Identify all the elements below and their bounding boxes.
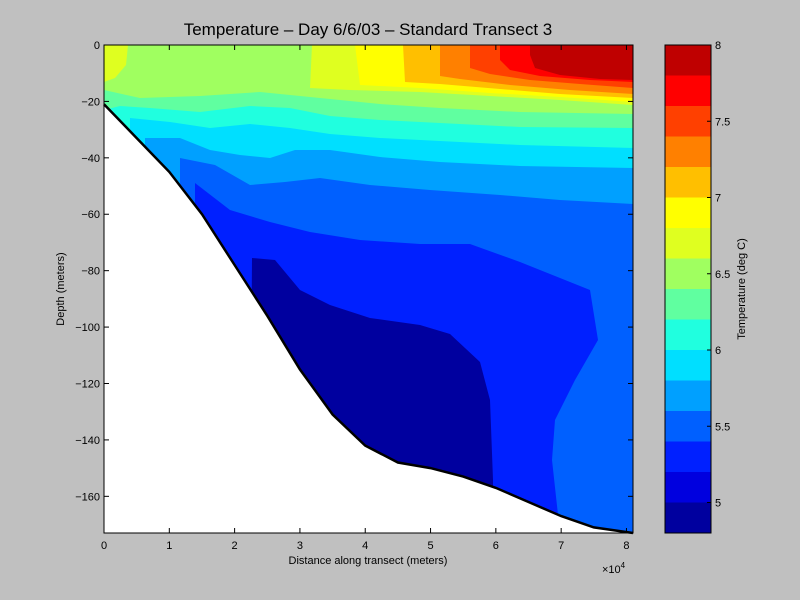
colorbar-block	[665, 380, 711, 411]
colorbar-block	[665, 258, 711, 289]
y-tick-label: −120	[75, 378, 100, 390]
y-tick-label: −20	[81, 96, 100, 108]
y-tick-label: −100	[75, 322, 100, 334]
seafloor-mask-fill	[104, 104, 633, 533]
plot-area: 0 1 2 3 4 5 6 7 8 0 −20 −40 −60 −80 −100 −120 −140 −160	[75, 40, 634, 552]
colorbar-block	[665, 441, 711, 472]
colorbar-tick-label: 7.5	[715, 116, 730, 128]
colorbar-block	[665, 472, 711, 503]
y-tick-label: −40	[81, 153, 100, 165]
colorbar-frame	[664, 44, 712, 534]
y-tick-label: −80	[81, 266, 100, 278]
x-tick-label: 7	[558, 540, 564, 552]
x-tick-label: 6	[493, 540, 499, 552]
y-axis-label: Depth (meters)	[55, 252, 67, 325]
x-axis-ticks: 0 1 2 3 4 5 6 7 8	[101, 45, 630, 552]
colorbar-block	[665, 411, 711, 442]
x-tick-label: 3	[297, 540, 303, 552]
colorbar-block	[665, 289, 711, 320]
x-tick-label: 2	[232, 540, 238, 552]
colorbar-tick-label: 8	[715, 40, 721, 52]
y-tick-label: 0	[94, 40, 100, 52]
colorbar-tick-label: 5.5	[715, 421, 730, 433]
colorbar-block	[665, 106, 711, 137]
y-tick-label: −160	[75, 491, 100, 503]
colorbar-label: Temperature (deg C)	[736, 238, 748, 340]
x-tick-label: 4	[362, 540, 368, 552]
x-tick-label: 0	[101, 540, 107, 552]
colorbar-tick-label: 5	[715, 498, 721, 510]
seafloor-mask	[103, 103, 634, 535]
colorbar-block	[665, 136, 711, 167]
x-tick-label: 1	[166, 540, 172, 552]
colorbar-ticks: 5 5.5 6 6.5 7 7.5 8	[707, 40, 730, 510]
band-8.0-plus	[530, 45, 633, 80]
colorbar-tick-label: 6.5	[715, 269, 730, 281]
chart-title: Temperature – Day 6/6/03 – Standard Tran…	[184, 20, 553, 39]
y-tick-label: −140	[75, 435, 100, 447]
y-tick-label: −60	[81, 209, 100, 221]
colorbar-tick-label: 6	[715, 345, 721, 357]
colorbar-block	[665, 228, 711, 259]
x-multiplier-exponent: 4	[621, 561, 626, 570]
x-tick-label: 8	[623, 540, 629, 552]
x-axis-multiplier: ×104	[602, 561, 626, 576]
plot-frame	[103, 44, 634, 534]
colorbar: 5 5.5 6 6.5 7 7.5 8 Temperature (deg C)	[664, 40, 748, 534]
colorbar-blocks	[665, 45, 711, 533]
colorbar-block	[665, 502, 711, 533]
y-axis-ticks: 0 −20 −40 −60 −80 −100 −120 −140 −160	[75, 40, 633, 503]
colorbar-block	[665, 45, 711, 76]
colorbar-block	[665, 319, 711, 350]
x-multiplier-base: ×10	[602, 564, 621, 576]
band-5.0-5.2-right	[618, 440, 633, 486]
colorbar-block	[665, 75, 711, 106]
colorbar-block	[665, 167, 711, 198]
colorbar-block	[665, 350, 711, 381]
colorbar-block	[665, 197, 711, 228]
x-tick-label: 5	[427, 540, 433, 552]
x-axis-label: Distance along transect (meters)	[289, 555, 448, 567]
band-6.4-6.6-left	[104, 45, 128, 82]
colorbar-tick-label: 7	[715, 193, 721, 205]
